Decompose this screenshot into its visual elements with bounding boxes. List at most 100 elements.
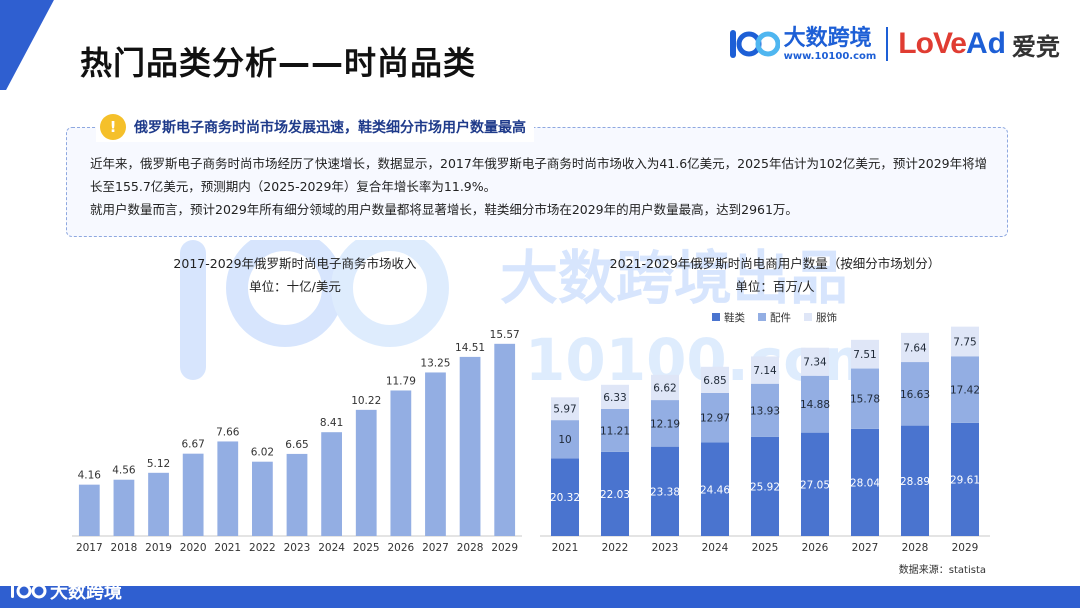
- chart2-bar-2029-seg0: [951, 422, 979, 536]
- chart1-value-label-2021: 7.66: [216, 426, 240, 438]
- chart2-value-label-2023-seg1: 12.19: [650, 418, 680, 430]
- chart2-value-label-2027-seg2: 7.51: [853, 349, 876, 361]
- chart2-bar-2026-seg2: [801, 347, 829, 376]
- chart2-value-label-2024-seg2: 6.85: [703, 375, 726, 387]
- chart2-tick-2029: 2029: [952, 542, 979, 554]
- chart2-bar-2022-seg2: [601, 384, 629, 409]
- chart2-bar-2023-seg2: [651, 374, 679, 401]
- chart1-bar-2029: [494, 343, 516, 536]
- loveAd-logo-love: LoVe: [898, 27, 967, 60]
- chart2-legend-label-0: 鞋类: [724, 311, 745, 324]
- chart2-tick-2023: 2023: [652, 542, 679, 554]
- chart2-value-label-2028-seg1: 16.63: [900, 389, 930, 401]
- chart1-tick-2018: 2018: [111, 542, 138, 554]
- page-title: 热门品类分析——时尚品类: [80, 44, 477, 82]
- chart1-subtitle: 单位：十亿/美元: [249, 279, 341, 294]
- chart1-bar-2020: [182, 453, 204, 536]
- chart1-bar-2025: [355, 409, 377, 536]
- logo-10100-icon: [728, 24, 781, 64]
- chart2-tick-2028: 2028: [902, 542, 929, 554]
- chart2-value-label-2028-seg0: 28.89: [900, 476, 930, 488]
- chart2-value-label-2024-seg0: 24.46: [700, 484, 730, 496]
- chart1-value-label-2020: 6.67: [181, 439, 204, 451]
- chart1-tick-2021: 2021: [214, 542, 241, 554]
- chart2-value-label-2027-seg1: 15.78: [850, 394, 880, 406]
- logo-cn-text: 大数跨境: [783, 25, 872, 51]
- chart1-bar-2027: [425, 372, 446, 536]
- chart2-bar-2025-seg2: [751, 356, 779, 384]
- chart1-tick-2024: 2024: [318, 542, 345, 554]
- chart2-bar-2027-seg1: [851, 368, 879, 429]
- chart2-value-label-2026-seg1: 14.88: [800, 399, 830, 411]
- chart2-legend-label-2: 服饰: [816, 311, 837, 324]
- chart2-legend-swatch-1: [758, 313, 766, 321]
- chart1-bar-2021: [217, 441, 239, 536]
- chart1-value-label-2019: 5.12: [147, 458, 170, 470]
- chart2-bar-2024-seg2: [701, 366, 729, 393]
- chart2-bar-2027-seg2: [851, 339, 879, 369]
- chart2-value-label-2025-seg1: 13.93: [750, 405, 780, 417]
- chart2-tick-2022: 2022: [602, 542, 629, 554]
- chart2-subtitle: 单位：百万/人: [735, 279, 815, 294]
- chart2-value-label-2023-seg0: 23.38: [650, 486, 680, 498]
- chart1-value-label-2025: 10.22: [351, 395, 381, 407]
- chart1-tick-2022: 2022: [249, 542, 276, 554]
- footer-bar: [0, 586, 1080, 608]
- chart2-value-label-2021-seg1: 10: [558, 434, 571, 446]
- chart1-tick-2023: 2023: [284, 542, 311, 554]
- logo-divider: [886, 27, 889, 61]
- chart1-value-label-2026: 11.79: [386, 375, 416, 387]
- chart2-legend-label-1: 配件: [770, 312, 791, 324]
- chart2-bar-2028-seg1: [901, 362, 929, 426]
- chart1-tick-2027: 2027: [422, 542, 449, 554]
- chart2-value-label-2022-seg0: 22.03: [600, 489, 630, 501]
- chart1-tick-2026: 2026: [387, 542, 414, 554]
- chart1-value-label-2029: 15.57: [490, 329, 520, 341]
- chart2-value-label-2022-seg2: 6.33: [603, 392, 626, 404]
- chart1-value-label-2022: 6.02: [251, 447, 274, 459]
- chart2-value-label-2025-seg2: 7.14: [753, 365, 777, 377]
- chart2-bar-2027-seg0: [851, 428, 879, 536]
- chart2-value-label-2029-seg0: 29.61: [950, 474, 980, 486]
- footer-logo: 大数跨境: [10, 578, 122, 604]
- chart2-value-label-2024-seg1: 12.97: [700, 413, 730, 425]
- chart2-value-label-2026-seg0: 27.05: [800, 479, 830, 491]
- chart2-value-label-2027-seg0: 28.04: [850, 477, 880, 489]
- chart2-bar-2023-seg1: [651, 400, 679, 447]
- chart1-value-label-2028: 14.51: [455, 342, 485, 354]
- chart2-bar-2021-seg2: [551, 397, 579, 421]
- chart1-tick-2020: 2020: [180, 542, 207, 554]
- chart2-tick-2021: 2021: [552, 542, 579, 554]
- chart2-value-label-2021-seg0: 20.32: [550, 492, 580, 504]
- chart2-value-label-2029-seg2: 7.75: [953, 336, 976, 348]
- chart2-bar-2024-seg0: [701, 442, 729, 536]
- loveAd-logo-ad: Ad: [966, 27, 1006, 60]
- footer-logo-text: 大数跨境: [50, 582, 122, 603]
- chart2-bar-2028-seg2: [901, 332, 929, 363]
- chart1-bar-2018: [113, 479, 135, 536]
- chart1-value-label-2023: 6.65: [285, 439, 308, 451]
- chart2-value-label-2028-seg2: 7.64: [903, 342, 927, 354]
- chart2-tick-2024: 2024: [702, 542, 729, 554]
- summary-paragraph-2: 就用户数量而言，预计2029年所有细分领域的用户数量都将显著增长，鞋类细分市场在…: [90, 202, 798, 217]
- chart2-value-label-2021-seg2: 5.97: [553, 404, 576, 416]
- summary-paragraph-1: 近年来，俄罗斯电子商务时尚市场经历了快速增长，数据显示，2017年俄罗斯电子商务…: [90, 156, 988, 194]
- chart2-bar-2025-seg0: [751, 436, 779, 536]
- chart2-title: 2021-2029年俄罗斯时尚电商用户数量（按细分市场划分）: [609, 256, 941, 271]
- chart1-tick-2028: 2028: [457, 542, 484, 554]
- chart2-legend-swatch-0: [712, 313, 720, 321]
- chart1-bar-2022: [252, 461, 273, 536]
- chart1-value-label-2024: 8.41: [320, 417, 343, 429]
- chart2-bar-2026-seg1: [801, 375, 829, 433]
- chart1-bar-2024: [321, 432, 342, 536]
- summary-header: ! 俄罗斯电子商务时尚市场发展迅速，鞋类细分市场用户数量最高: [96, 112, 534, 142]
- chart2-tick-2025: 2025: [752, 542, 779, 554]
- chart2-value-label-2029-seg1: 17.42: [950, 385, 980, 397]
- brand-logos: 大数跨境 www.10100.com LoVe Ad 爱竞: [728, 22, 1060, 66]
- chart2-bar-2021-seg1: [551, 420, 579, 459]
- chart1-tick-2017: 2017: [76, 542, 103, 554]
- summary-box: [66, 127, 1008, 237]
- footer-logo-icon: [11, 583, 47, 599]
